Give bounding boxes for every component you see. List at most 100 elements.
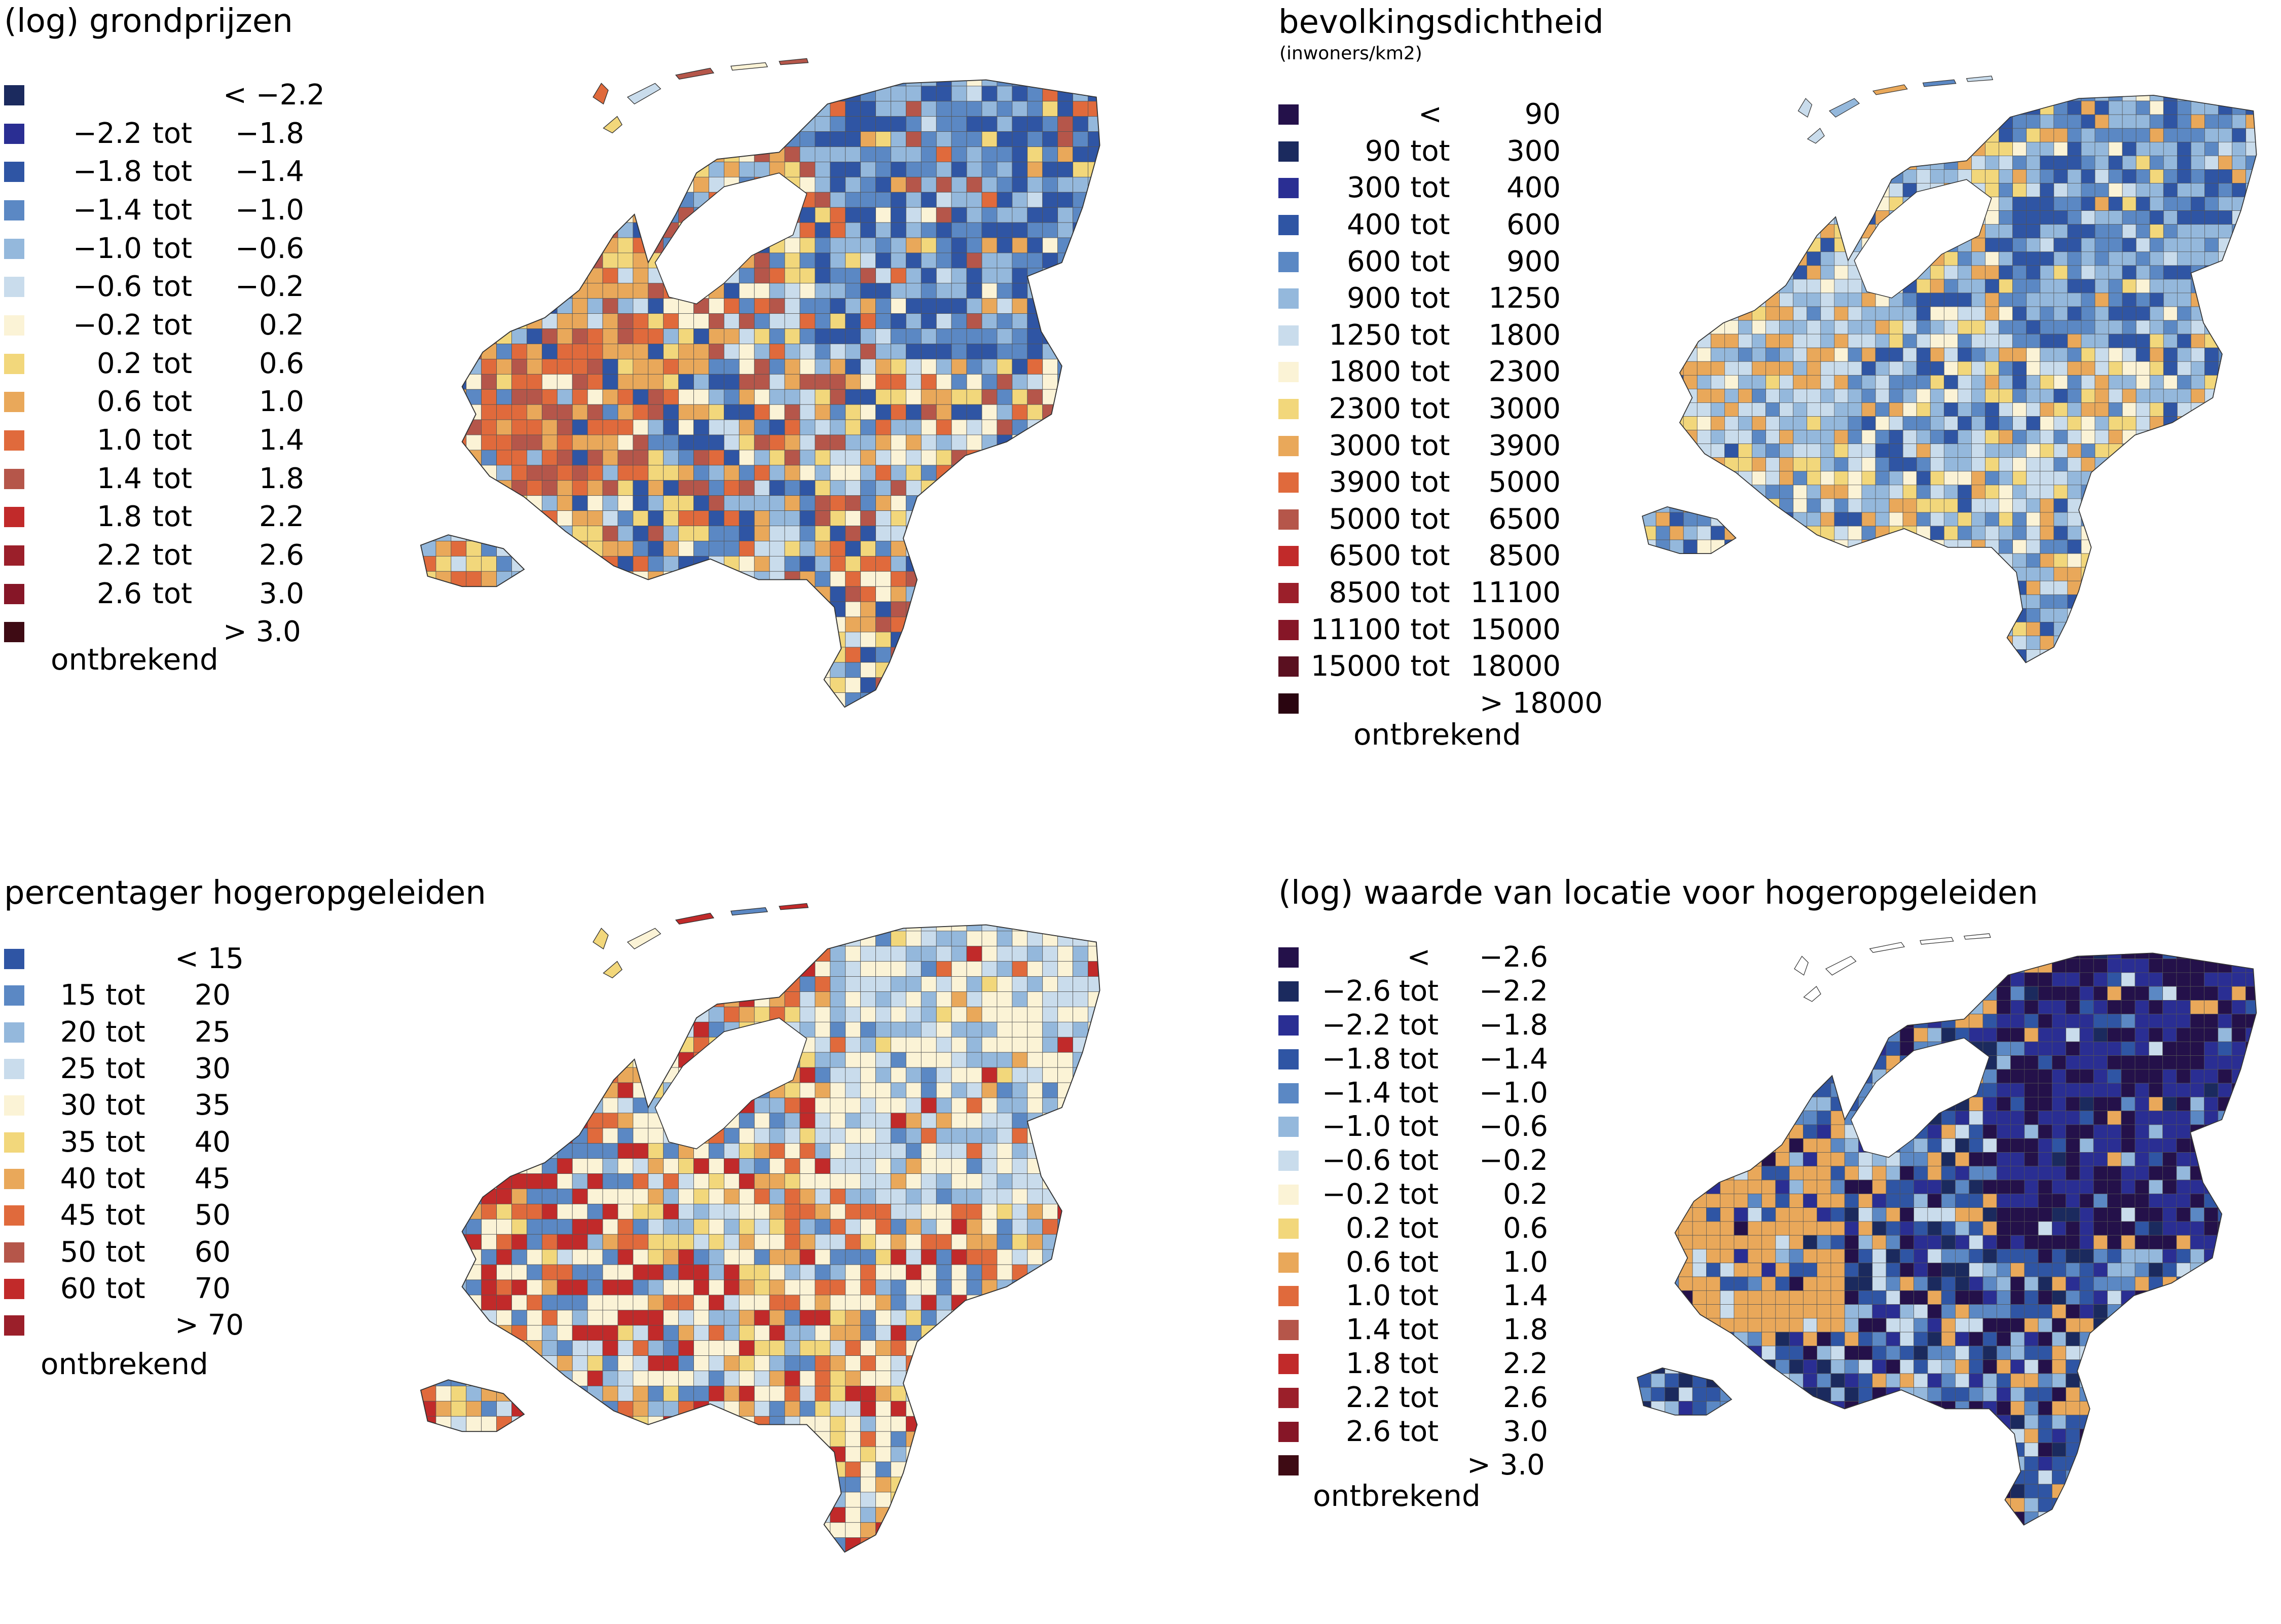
map-region: [891, 586, 906, 602]
map-region: [2053, 375, 2068, 389]
map-region: [739, 510, 755, 526]
map-region: [1985, 169, 1999, 183]
map-region: [1807, 155, 1821, 170]
map-region: [466, 708, 482, 723]
legend-swatch: [1278, 399, 1299, 420]
map-region: [496, 526, 512, 541]
map-region: [2136, 402, 2150, 417]
map-region: [435, 495, 452, 511]
map-region: [1930, 416, 1944, 430]
map-region: [1889, 512, 1903, 527]
map-region: [1012, 1037, 1028, 1053]
legend-tot: tot: [1410, 502, 1450, 536]
map-region: [830, 283, 846, 299]
map-region: [435, 976, 452, 992]
map-region: [799, 131, 816, 147]
map-region: [1765, 320, 1780, 335]
map-region: [1012, 86, 1028, 102]
map-region: [421, 1007, 436, 1022]
map-region: [2013, 73, 2027, 87]
map-region: [1683, 306, 1698, 321]
map-region: [769, 465, 785, 481]
map-region: [1738, 416, 1752, 430]
map-region: [1724, 485, 1739, 499]
map-region: [769, 571, 785, 587]
map-region: [1738, 100, 1752, 115]
map-region: [617, 541, 634, 557]
map-region: [951, 601, 967, 617]
map-region: [2136, 553, 2150, 568]
map-region: [2260, 115, 2273, 128]
map-region: [2232, 169, 2247, 183]
map-region: [1697, 155, 1711, 170]
map-region: [2012, 361, 2027, 376]
map-region: [981, 283, 998, 299]
map-region: [966, 541, 982, 557]
map-region: [815, 131, 831, 147]
map-region: [845, 976, 861, 992]
map-region: [2081, 622, 2095, 636]
map-region: [2012, 128, 2027, 142]
map-region: [754, 647, 770, 663]
map-region: [2027, 663, 2040, 677]
map-region: [633, 632, 649, 648]
map-region: [815, 708, 830, 723]
map-region: [617, 313, 634, 329]
map-region: [1027, 556, 1043, 572]
map-region: [2232, 526, 2247, 540]
map-region: [2204, 347, 2219, 362]
map-region: [845, 176, 861, 193]
map-region: [2094, 553, 2109, 568]
map-region: [2095, 691, 2109, 705]
map-region: [1012, 738, 1027, 753]
map-region: [1697, 210, 1711, 225]
map-region: [2108, 457, 2123, 472]
map-region: [860, 1021, 876, 1038]
map-region: [815, 738, 830, 753]
map-region: [1807, 512, 1821, 527]
map-region: [1012, 541, 1028, 557]
map-region: [481, 526, 497, 541]
map-region: [997, 526, 1013, 541]
map-region: [587, 616, 603, 633]
map-region: [2149, 265, 2164, 280]
map-region: [648, 131, 664, 147]
map-region: [1724, 100, 1739, 115]
map-region: [1820, 512, 1835, 527]
map-region: [587, 192, 603, 208]
map-region: [617, 991, 634, 1007]
map-region: [1820, 375, 1835, 389]
map-region: [921, 358, 937, 375]
map-region: [2094, 100, 2109, 115]
map-region: [527, 901, 542, 916]
map-region: [1834, 347, 1849, 362]
map-region: [1875, 128, 1890, 142]
map-region: [617, 662, 634, 678]
map-region: [2122, 539, 2137, 554]
map-region: [1683, 279, 1698, 293]
map-region: [1710, 155, 1725, 170]
map-region: [1765, 100, 1780, 115]
map-region: [1793, 553, 1808, 568]
map-region: [1930, 691, 1944, 705]
map-region: [511, 991, 527, 1007]
map-region: [2122, 567, 2137, 581]
map-region: [769, 313, 785, 329]
map-region: [784, 961, 800, 977]
map-region: [860, 931, 876, 947]
map-region: [496, 946, 512, 962]
map-region: [648, 56, 664, 71]
map-region: [572, 541, 588, 557]
map-region: [1057, 601, 1073, 617]
map-region: [724, 723, 739, 738]
legend-swatch: [4, 949, 24, 970]
map-region: [1902, 485, 1917, 499]
map-region: [1683, 649, 1698, 663]
map-region: [1683, 636, 1698, 650]
map-region: [936, 1007, 952, 1022]
map-region: [1012, 556, 1028, 572]
map-region: [1738, 649, 1752, 663]
map-region: [951, 677, 967, 693]
map-region: [693, 647, 709, 663]
map-region: [2218, 128, 2232, 142]
